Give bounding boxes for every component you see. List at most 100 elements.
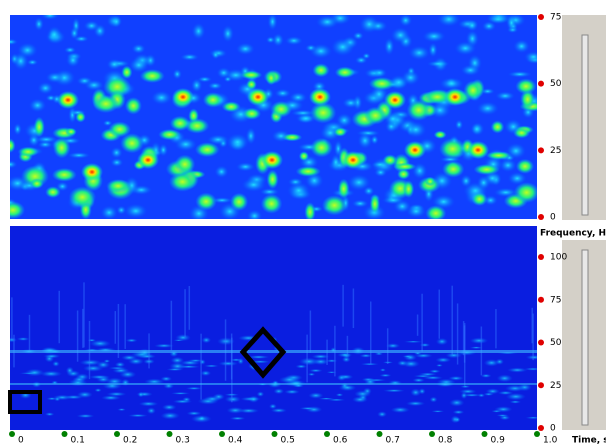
texture — [75, 112, 85, 123]
texture — [352, 200, 368, 208]
texture — [261, 194, 282, 214]
texture — [304, 202, 315, 222]
texture — [460, 175, 471, 188]
texture — [226, 133, 248, 150]
texture — [30, 178, 44, 189]
texture — [53, 137, 70, 158]
texture — [64, 395, 83, 399]
texture — [215, 166, 229, 178]
tick-dot — [62, 431, 68, 437]
bottom-slider[interactable] — [582, 250, 588, 425]
texture — [420, 343, 430, 347]
texture — [101, 206, 118, 220]
texture — [387, 328, 389, 364]
texture — [514, 182, 540, 203]
texture — [310, 311, 312, 353]
texture — [461, 65, 480, 76]
texture — [117, 408, 125, 411]
texture — [337, 352, 352, 357]
texture — [374, 168, 387, 177]
texture — [460, 385, 470, 388]
texture — [423, 376, 443, 380]
texture — [231, 338, 233, 403]
texture — [261, 151, 283, 169]
x-tick-label: 0.9 — [491, 436, 506, 445]
texture — [449, 399, 464, 407]
texture — [227, 407, 244, 414]
texture — [486, 151, 512, 159]
texture — [17, 337, 30, 340]
texture — [412, 378, 424, 382]
top-slider[interactable] — [582, 35, 588, 215]
texture — [11, 297, 13, 339]
texture — [464, 80, 483, 100]
texture — [108, 121, 131, 137]
texture — [247, 88, 269, 106]
texture — [52, 361, 59, 367]
texture — [310, 44, 332, 59]
texture — [425, 205, 446, 221]
texture — [362, 53, 370, 59]
texture — [423, 30, 446, 42]
texture — [147, 407, 156, 414]
texture — [384, 38, 394, 55]
tick-dot — [219, 431, 225, 437]
texture — [495, 309, 497, 348]
texture — [491, 120, 505, 133]
texture — [336, 393, 344, 396]
x-tick-label: 0.3 — [176, 436, 190, 445]
texture — [308, 392, 323, 398]
texture — [403, 180, 414, 198]
texture — [106, 179, 130, 193]
texture — [268, 13, 278, 30]
texture — [296, 166, 321, 177]
screen: Frequency, Hz Time, sec 0255075025507510… — [0, 0, 606, 445]
texture — [516, 159, 534, 174]
texture — [436, 338, 448, 345]
texture — [483, 393, 493, 396]
texture — [289, 92, 306, 103]
x-tick-label: 0.8 — [438, 436, 453, 445]
texture — [230, 193, 248, 211]
texture — [25, 369, 44, 377]
texture — [161, 412, 180, 419]
texture — [46, 72, 64, 83]
texture — [248, 396, 259, 403]
texture — [379, 374, 391, 377]
texture — [77, 310, 79, 361]
texture — [89, 375, 111, 379]
texture — [477, 176, 490, 190]
texture — [472, 192, 488, 206]
texture — [218, 361, 238, 366]
texture — [287, 182, 310, 199]
tick-dot — [538, 254, 544, 260]
texture — [425, 177, 436, 187]
texture — [296, 364, 307, 368]
texture — [236, 43, 255, 55]
tick-dot — [538, 297, 544, 303]
texture — [212, 51, 220, 60]
texture — [372, 68, 387, 78]
texture — [509, 400, 521, 403]
texture — [266, 36, 275, 43]
texture — [404, 341, 423, 343]
y-tick-label: 25 — [550, 146, 561, 156]
texture — [115, 362, 125, 368]
texture — [175, 155, 196, 174]
texture — [204, 396, 221, 402]
texture — [275, 89, 291, 98]
tick-dot — [114, 431, 120, 437]
texture — [189, 286, 191, 330]
texture — [364, 107, 387, 125]
texture — [107, 59, 122, 70]
texture — [171, 392, 190, 395]
texture — [240, 71, 262, 80]
y-tick-label: 50 — [550, 338, 562, 348]
texture — [139, 401, 158, 406]
texture — [435, 357, 450, 362]
texture — [406, 401, 425, 406]
tick-dot — [324, 431, 330, 437]
y-tick-label: 0 — [550, 213, 556, 223]
texture — [397, 169, 410, 180]
texture — [507, 368, 527, 373]
